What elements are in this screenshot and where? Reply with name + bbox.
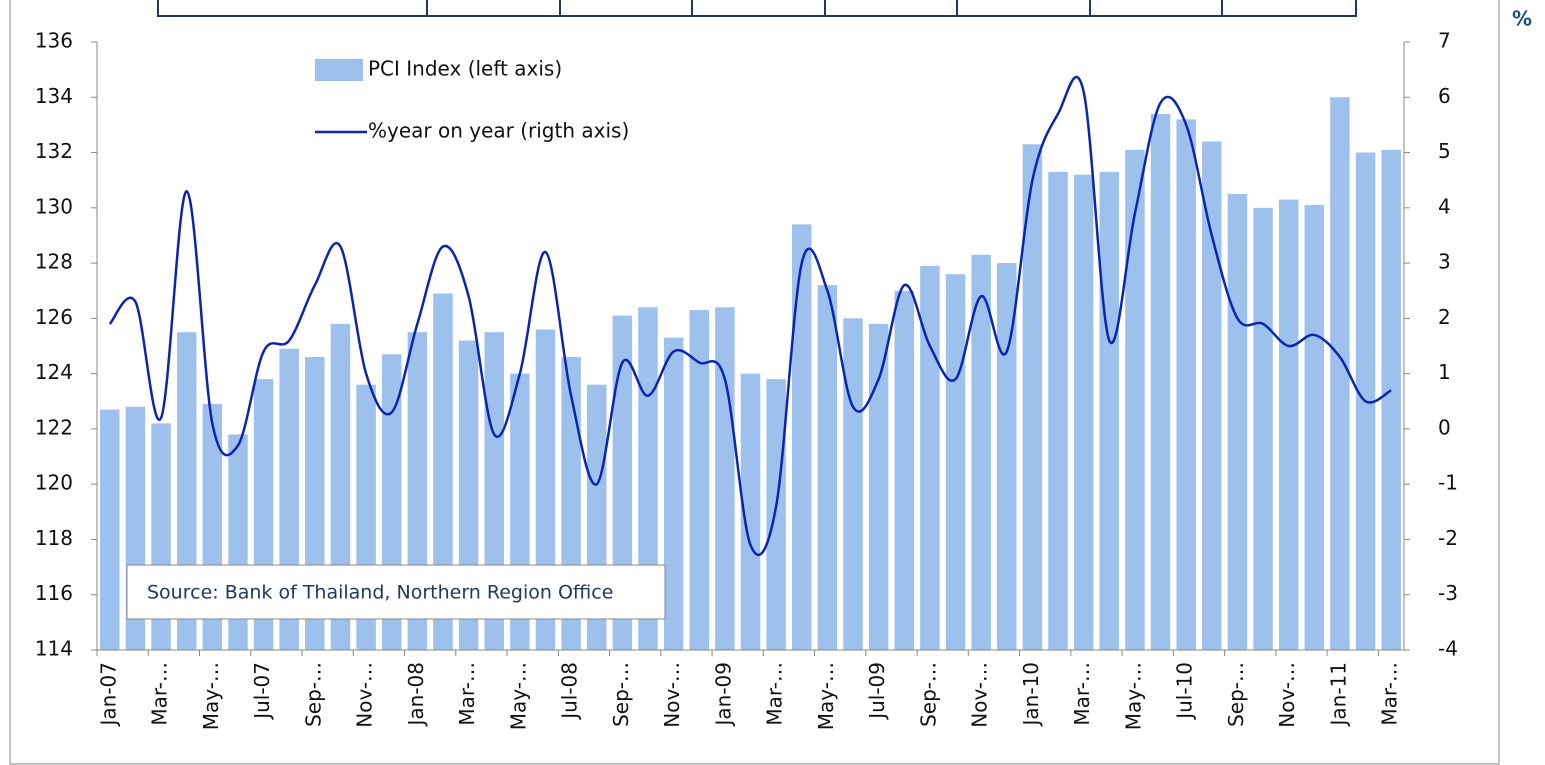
bar (920, 265, 940, 650)
bar (868, 323, 889, 650)
x-tick-label: Jul-07 (250, 662, 274, 721)
bar (997, 263, 1017, 650)
y-tick-label: 114 (35, 637, 73, 661)
y-tick-label: 116 (35, 581, 73, 605)
y-tick-label: 124 (35, 360, 73, 384)
x-tick-label: Sep-… (301, 662, 325, 727)
y2-axis-label: % (1512, 7, 1532, 31)
bar (817, 285, 838, 650)
y2-tick-label: 4 (1438, 194, 1451, 218)
bar (1381, 149, 1401, 651)
x-tick-label: Jul-08 (558, 662, 582, 721)
bar (894, 290, 915, 650)
bar (100, 409, 120, 650)
x-tick-label: May-… (506, 662, 530, 730)
x-tick-label: Jan-09 (711, 662, 735, 728)
y-tick-label: 132 (35, 139, 73, 163)
x-tick-label: Sep-… (1224, 662, 1248, 727)
x-tick-label: Mar-… (1378, 662, 1402, 726)
bar (1253, 207, 1273, 650)
x-tick-label: Sep-… (916, 662, 940, 727)
y2-tick-label: 3 (1438, 250, 1451, 274)
y2-tick-label: -4 (1438, 637, 1458, 661)
bar (1048, 171, 1068, 650)
bar (1176, 119, 1196, 650)
annotation-box (126, 564, 666, 620)
x-tick-label: May-… (814, 662, 838, 730)
x-tick-label: Jan-08 (404, 662, 428, 728)
bar (1099, 171, 1120, 650)
line (108, 75, 1392, 557)
bar (971, 254, 991, 651)
bar (766, 379, 786, 650)
y-tick-label: 122 (35, 415, 73, 439)
x-tick-label: Mar-… (1070, 662, 1094, 726)
x-tick-label: Nov-… (968, 662, 992, 728)
bar (689, 310, 709, 650)
bar (1330, 97, 1350, 651)
x-tick-label: Jan-10 (1019, 662, 1043, 728)
x-tick-label: May-… (199, 662, 223, 730)
legend-swatch (315, 59, 363, 81)
x-tick-label: May-… (1121, 662, 1145, 730)
y-tick-label: 120 (35, 471, 73, 495)
bar (1022, 144, 1043, 650)
y-tick-label: 130 (35, 194, 73, 218)
table-fragment (157, 0, 1357, 17)
y2-tick-label: -3 (1438, 581, 1458, 605)
x-tick-label: Jul-10 (1173, 662, 1197, 721)
bar (663, 337, 684, 650)
bar (433, 293, 453, 650)
y-tick-label: 118 (35, 526, 73, 550)
y2-tick-label: 0 (1438, 415, 1451, 439)
bar (715, 307, 735, 650)
legend-label: %year on year (rigth axis) (368, 119, 629, 143)
x-tick-label: Mar-… (148, 662, 172, 726)
x-tick-label: Jan-11 (1326, 662, 1350, 728)
x-tick-label: Nov-… (660, 662, 684, 728)
y2-tick-label: 2 (1438, 305, 1451, 329)
y2-tick-label: 7 (1438, 29, 1451, 53)
y2-tick-label: 5 (1438, 139, 1451, 163)
bar (740, 373, 761, 650)
annotation: Source: Bank of Thailand, Northern Regio… (147, 582, 613, 604)
bar (792, 224, 812, 650)
y-tick-label: 136 (35, 29, 73, 53)
bar (1304, 205, 1325, 650)
y-tick-label: 134 (35, 84, 73, 108)
bar (1125, 149, 1145, 651)
y-tick-label: 126 (35, 305, 73, 329)
bar (1073, 174, 1094, 650)
x-tick-label: Jan-07 (96, 662, 120, 728)
x-tick-label: Nov-… (353, 662, 377, 728)
x-tick-label: Nov-… (1275, 662, 1299, 728)
bar (843, 318, 863, 650)
x-tick-label: Mar-… (763, 662, 787, 726)
y2-tick-label: 1 (1438, 360, 1451, 384)
bar (945, 274, 966, 650)
bar (1278, 199, 1299, 650)
y-tick-label: 128 (35, 250, 73, 274)
y2-tick-label: 6 (1438, 84, 1451, 108)
y2-tick-label: -2 (1438, 526, 1458, 550)
x-tick-label: Mar-… (455, 662, 479, 726)
bar (1150, 113, 1171, 650)
x-tick-label: Jul-09 (865, 662, 889, 721)
legend-label: PCI Index (left axis) (368, 57, 562, 81)
y2-tick-label: -1 (1438, 471, 1458, 495)
bar (1227, 194, 1248, 650)
bar (1202, 141, 1222, 650)
x-tick-label: Sep-… (609, 662, 633, 727)
